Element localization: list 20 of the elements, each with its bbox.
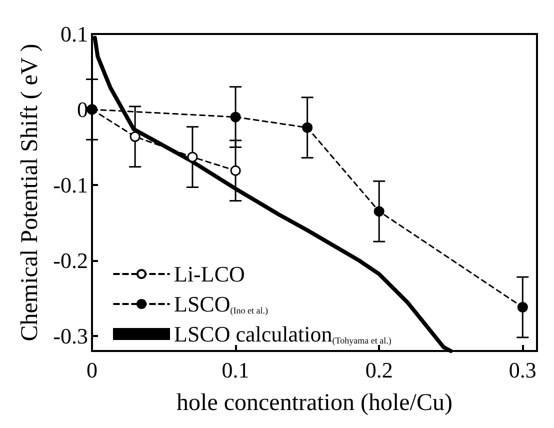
legend-label: LSCO(Ino et al.) (174, 292, 268, 316)
x-tick-label: 0.2 (365, 358, 393, 382)
point (130, 131, 140, 142)
point (302, 122, 313, 133)
legend-label: Li-LCO (174, 262, 245, 286)
y-tick-label: -0.3 (53, 323, 88, 348)
y-axis-title: Chemical Potential Shift ( eV ) (17, 44, 43, 342)
point (517, 302, 528, 312)
y-tick-label: -0.2 (53, 248, 88, 273)
y-tick-label: -0.1 (53, 172, 88, 198)
y-tick-label: 0 (77, 96, 88, 122)
point (230, 165, 241, 176)
x-tick-label: 0.3 (508, 358, 536, 382)
point (230, 112, 241, 122)
y-tick-label: 0.1 (60, 22, 88, 46)
point (374, 206, 384, 217)
x-axis-title: hole concentration (hole/Cu) (176, 390, 452, 416)
x-tick-label: 0.1 (222, 358, 250, 382)
point (187, 152, 198, 162)
legend-label: LSCO calculation(Tohyama et al.) (174, 322, 392, 346)
